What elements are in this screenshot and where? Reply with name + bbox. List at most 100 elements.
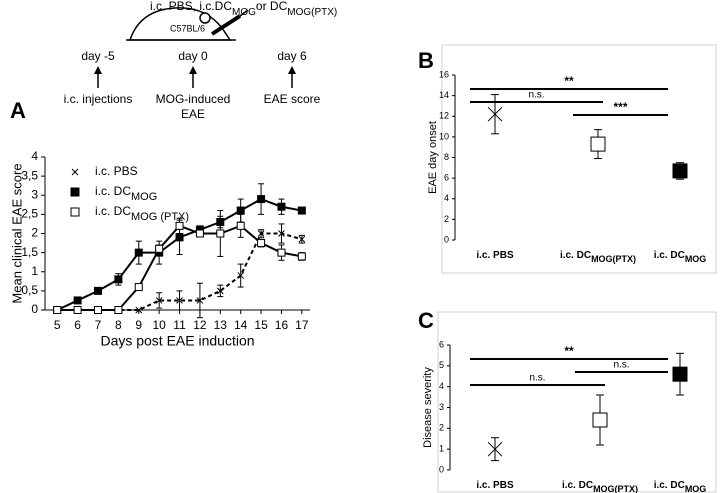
marker-open — [73, 306, 82, 314]
marker-stroke — [135, 306, 143, 314]
marker-open — [257, 239, 266, 248]
x-tick-label-sub: MOG(PTX) — [593, 484, 638, 493]
y-tick-label: 0 — [444, 234, 449, 244]
y-tick-label: 8 — [444, 152, 449, 162]
y-tick-label: 6 — [444, 173, 449, 183]
x-tick-label-main: i.c. PBS — [476, 250, 514, 261]
x-tick-label-sub: MOG — [685, 254, 707, 264]
x-tick-label-main: i.c. DC — [654, 480, 685, 491]
y-tick-label: 2 — [444, 214, 449, 224]
marker-filled — [134, 248, 143, 257]
x-tick-label-main: i.c. PBS — [476, 480, 514, 491]
legend-label: i.c. PBS — [95, 164, 138, 178]
marker-open — [175, 221, 184, 230]
marker-filled — [94, 286, 102, 295]
marker-x — [155, 297, 163, 304]
y-tick-label: 4 — [439, 381, 444, 391]
panel-frame — [437, 311, 717, 493]
y-tick-label: 1,5 — [21, 245, 38, 259]
panel-label: C — [418, 308, 434, 333]
significance-label: n.s. — [613, 360, 629, 371]
marker-open — [195, 229, 204, 238]
marker-filled — [70, 187, 80, 197]
y-tick-label: 0 — [31, 302, 38, 316]
x-tick-label-main: i.c. DC — [654, 250, 685, 261]
x-tick-label: 7 — [95, 318, 102, 332]
marker-filled — [257, 195, 266, 204]
x-tick-label: 10 — [152, 318, 166, 332]
treatment: i.c. PBS, i.c.DCMOGor DCMOG(PTX) — [150, 0, 337, 18]
x-tick-label: 12 — [193, 318, 207, 332]
marker-stroke — [298, 235, 306, 243]
marker-filled — [672, 366, 688, 382]
y-axis-title: Mean clinical EAE score — [9, 163, 24, 303]
y-tick-label: 6 — [439, 339, 444, 349]
y-tick-label: 0 — [439, 464, 444, 474]
marker-x — [487, 106, 503, 122]
marker-stroke — [196, 297, 204, 304]
legend-label-main: i.c. DC — [95, 184, 131, 198]
panel-label: A — [10, 98, 26, 123]
mouse-ear — [199, 12, 211, 24]
marker-stroke — [237, 272, 245, 279]
marker-open — [590, 136, 606, 152]
y-tick-label: 10 — [439, 131, 449, 141]
x-tick-label: i.c. PBS — [476, 250, 514, 261]
x-tick-label: 11 — [173, 318, 186, 332]
y-tick-label: 3 — [31, 187, 38, 201]
legend-label-main: i.c. DC — [95, 204, 131, 218]
marker-x — [135, 306, 143, 314]
marker-stroke — [71, 168, 79, 176]
y-tick-label: 4 — [444, 193, 449, 203]
x-tick-label: i.c. DCMOG — [654, 480, 707, 493]
marker-x — [487, 441, 503, 457]
marker-open — [592, 412, 608, 428]
x-tick-label-main: i.c. DC — [560, 250, 591, 261]
y-tick-label: 2,5 — [21, 207, 38, 221]
marker-open — [53, 306, 62, 314]
y-tick-label: 0,5 — [21, 283, 38, 297]
arrow-heads — [94, 66, 296, 74]
x-tick-label: 16 — [275, 318, 289, 332]
x-tick-label: i.c. PBS — [476, 480, 514, 491]
y-tick-label: 14 — [439, 90, 449, 100]
timeline-event: i.c. injections — [64, 92, 133, 106]
syringe-plunger — [239, 9, 249, 17]
x-tick-label: i.c. DCMOG(PTX) — [562, 480, 638, 493]
treatment-text: i.c. PBS, i.c.DC — [150, 0, 232, 13]
timeline-day: day -5 — [81, 49, 115, 63]
x-tick-label: i.c. DCMOG — [654, 250, 707, 265]
x-tick-label: 8 — [115, 318, 122, 332]
legend-label-sub: MOG (PTX) — [131, 211, 189, 223]
marker-filled — [672, 163, 688, 179]
marker-x — [257, 230, 265, 237]
significance-label: ** — [564, 344, 574, 358]
marker-filled — [297, 206, 306, 215]
strain: C57BL/6 — [170, 23, 205, 33]
x-axis-title: Days post EAE induction — [100, 333, 254, 349]
syringe — [210, 14, 242, 36]
x-tick-label-sub: MOG(PTX) — [591, 254, 636, 264]
marker-open — [297, 252, 306, 261]
marker-stroke — [487, 441, 503, 457]
marker-x — [176, 297, 183, 304]
legend-label-main: i.c. PBS — [95, 164, 138, 178]
marker-open — [94, 306, 102, 314]
x-tick-label-sub: MOG — [685, 484, 707, 493]
marker-open — [216, 229, 225, 238]
x-tick-label: 6 — [74, 318, 81, 332]
marker-open — [114, 306, 123, 314]
y-axis-title: EAE day onset — [427, 121, 439, 194]
timeline-event: MOG-induced — [156, 92, 231, 106]
marker-stroke — [155, 297, 163, 304]
x-tick-label-main: i.c. DC — [562, 480, 593, 491]
marker-open — [70, 207, 80, 217]
marker-filled — [175, 233, 184, 242]
treatment-text: or DC — [256, 0, 288, 13]
y-tick-label: 16 — [439, 69, 449, 79]
marker-filled — [114, 275, 123, 284]
x-tick-label: 13 — [214, 318, 228, 332]
panel-frame — [441, 44, 717, 274]
significance-label: *** — [613, 100, 627, 114]
